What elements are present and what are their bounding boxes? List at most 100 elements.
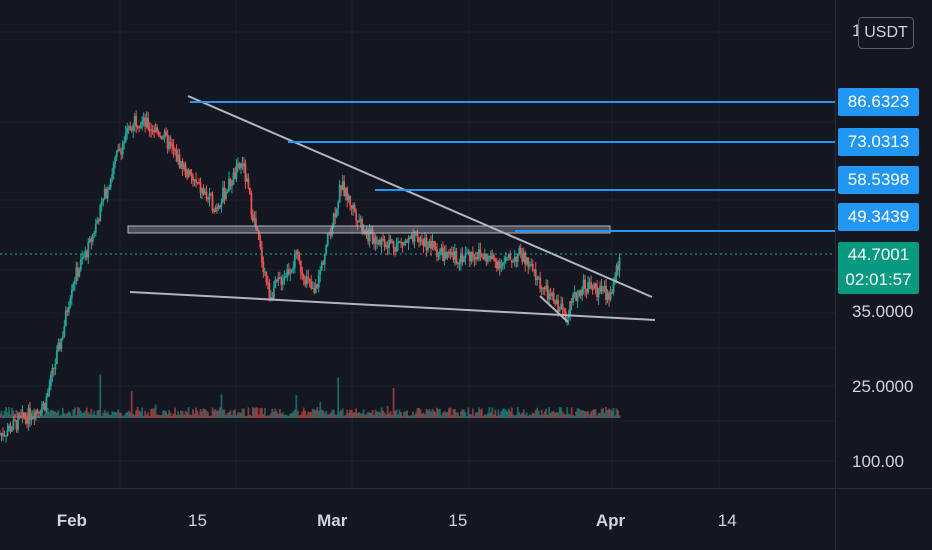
volume-bar [111, 411, 114, 418]
candle-body [272, 288, 275, 299]
candle-body [365, 230, 368, 235]
volume-bar [343, 415, 346, 418]
candle-body [295, 251, 298, 254]
candle-body [32, 416, 34, 419]
volume-bar [500, 410, 503, 418]
volume-bar [618, 415, 621, 418]
volume-bar [479, 409, 482, 418]
volume-bar [57, 409, 60, 418]
volume-bar [403, 411, 405, 418]
candle-body [187, 169, 190, 178]
candle-body [476, 257, 479, 260]
candlesticks [0, 110, 621, 443]
volume-bar [451, 415, 453, 418]
volume-bar [290, 413, 293, 418]
candle-body [540, 288, 543, 290]
volume-bar [587, 411, 589, 418]
price-tag-1[interactable]: 86.6323 [838, 88, 919, 116]
volume-bar [548, 407, 551, 418]
volume-bar [494, 409, 497, 418]
volume-bar [228, 412, 230, 418]
candle-body [148, 128, 151, 130]
volume-bar [148, 415, 151, 418]
candle-body [283, 276, 286, 282]
price-tag-2[interactable]: 73.0313 [838, 128, 919, 156]
candle-body [126, 127, 129, 133]
candle-body [338, 185, 341, 203]
candle-body [123, 141, 126, 144]
candle-body [286, 269, 289, 277]
candle-body [614, 276, 616, 283]
candle-body [605, 285, 607, 301]
volume-bar [340, 410, 343, 418]
candle-body [618, 257, 621, 271]
candle-body [458, 262, 461, 264]
candle-body [35, 410, 37, 419]
price-tag-3[interactable]: 58.5398 [838, 166, 919, 194]
volume-bar [117, 409, 120, 418]
candle-body [112, 163, 115, 175]
candle-body [302, 275, 305, 280]
volume-bar [480, 408, 483, 418]
candle-body [510, 259, 513, 263]
volume-bar [449, 407, 452, 418]
volume-bar [316, 407, 319, 418]
volume-bar [130, 391, 133, 418]
volume-bar [169, 412, 172, 418]
candle-body [377, 240, 380, 244]
candle-body [9, 425, 12, 432]
volume-bar [507, 408, 510, 418]
volume-bar [512, 414, 515, 418]
candle-body [67, 306, 70, 313]
candle-body [527, 257, 530, 267]
candle-body [522, 252, 525, 262]
candle-body [400, 241, 402, 243]
volume-bar [443, 410, 446, 418]
volume-bar [172, 413, 175, 418]
candle-body [427, 247, 429, 251]
volume-bar [536, 407, 539, 418]
volume-bar [421, 413, 423, 418]
candle-body [90, 238, 93, 242]
candle-body [486, 256, 489, 262]
volume-bar [358, 412, 361, 418]
candle-body [555, 299, 558, 304]
candle-body [52, 368, 55, 370]
volume-bar [189, 414, 191, 418]
candle-body [455, 251, 458, 264]
volume-bar [115, 412, 118, 418]
candle-body [599, 286, 601, 292]
volume-bar [549, 412, 552, 418]
volume-bar [106, 411, 109, 418]
volume-bar [99, 374, 102, 418]
volume-bar [594, 409, 597, 418]
candle-body [347, 195, 350, 201]
candle-body [439, 250, 441, 254]
volume-bar [73, 407, 76, 418]
candle-body [253, 218, 256, 222]
volume-bar [468, 413, 471, 418]
volume-bar [20, 409, 22, 418]
volume-bar [223, 409, 226, 418]
candle-body [567, 315, 570, 318]
candle-body [310, 281, 313, 289]
resistance-zone [127, 225, 611, 234]
volume-bar [61, 407, 64, 418]
candle-body [371, 229, 374, 244]
volume-bar [103, 409, 106, 418]
candle-body [243, 163, 245, 167]
price-tag-4[interactable]: 49.3439 [838, 203, 919, 231]
unit-button[interactable]: USDT [858, 17, 914, 49]
candle-body [11, 428, 13, 432]
candle-body [96, 220, 99, 224]
volume-bar [292, 411, 295, 418]
volume-bar [597, 413, 600, 418]
candle-body [129, 126, 132, 130]
volume-bar [425, 409, 428, 418]
candle-body [240, 163, 242, 169]
volume-bar [591, 410, 594, 418]
volume-bar [606, 410, 609, 418]
candle-body [352, 205, 355, 209]
volume-bar [461, 409, 464, 418]
